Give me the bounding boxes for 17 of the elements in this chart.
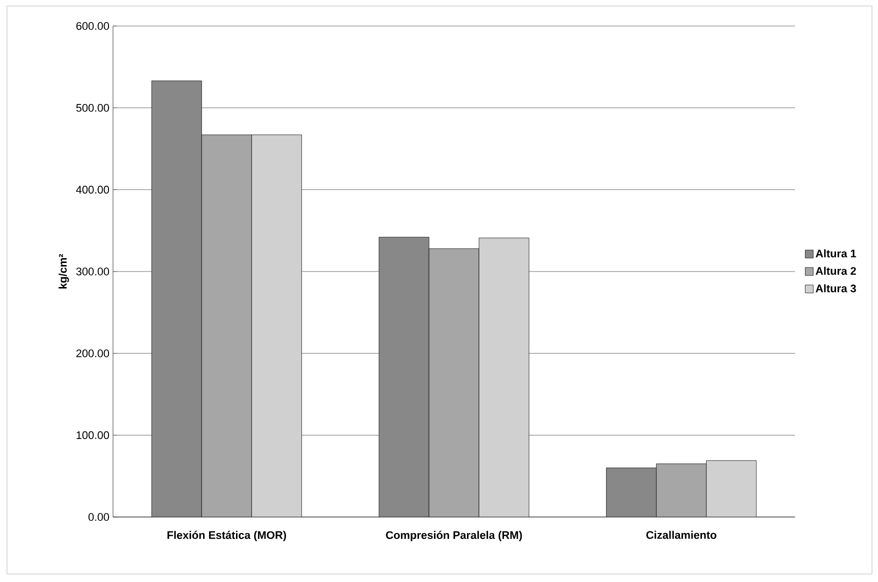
y-axis-title: kg/cm² — [58, 254, 69, 288]
y-tick-label: 400.00 — [76, 186, 110, 194]
x-tick-label: Cizallamiento — [646, 530, 716, 539]
y-tick-label: 500.00 — [76, 104, 110, 112]
bar — [379, 237, 430, 517]
bar — [152, 80, 202, 517]
y-tick-label: 0.00 — [88, 513, 110, 521]
legend-label: Altura 3 — [816, 284, 856, 292]
y-tick-label: 200.00 — [76, 349, 110, 358]
y-tick-label: 600.00 — [76, 22, 110, 30]
bar — [606, 468, 657, 517]
legend-label: Altura 2 — [816, 266, 856, 275]
x-tick-label: Compresión Paralela (RM) — [386, 530, 522, 542]
y-tick-label: 100.00 — [76, 431, 110, 440]
legend-label: Altura 1 — [816, 249, 856, 258]
y-tick-label: 300.00 — [76, 268, 110, 276]
x-tick-label: Flexión Estática (MOR) — [168, 530, 286, 542]
